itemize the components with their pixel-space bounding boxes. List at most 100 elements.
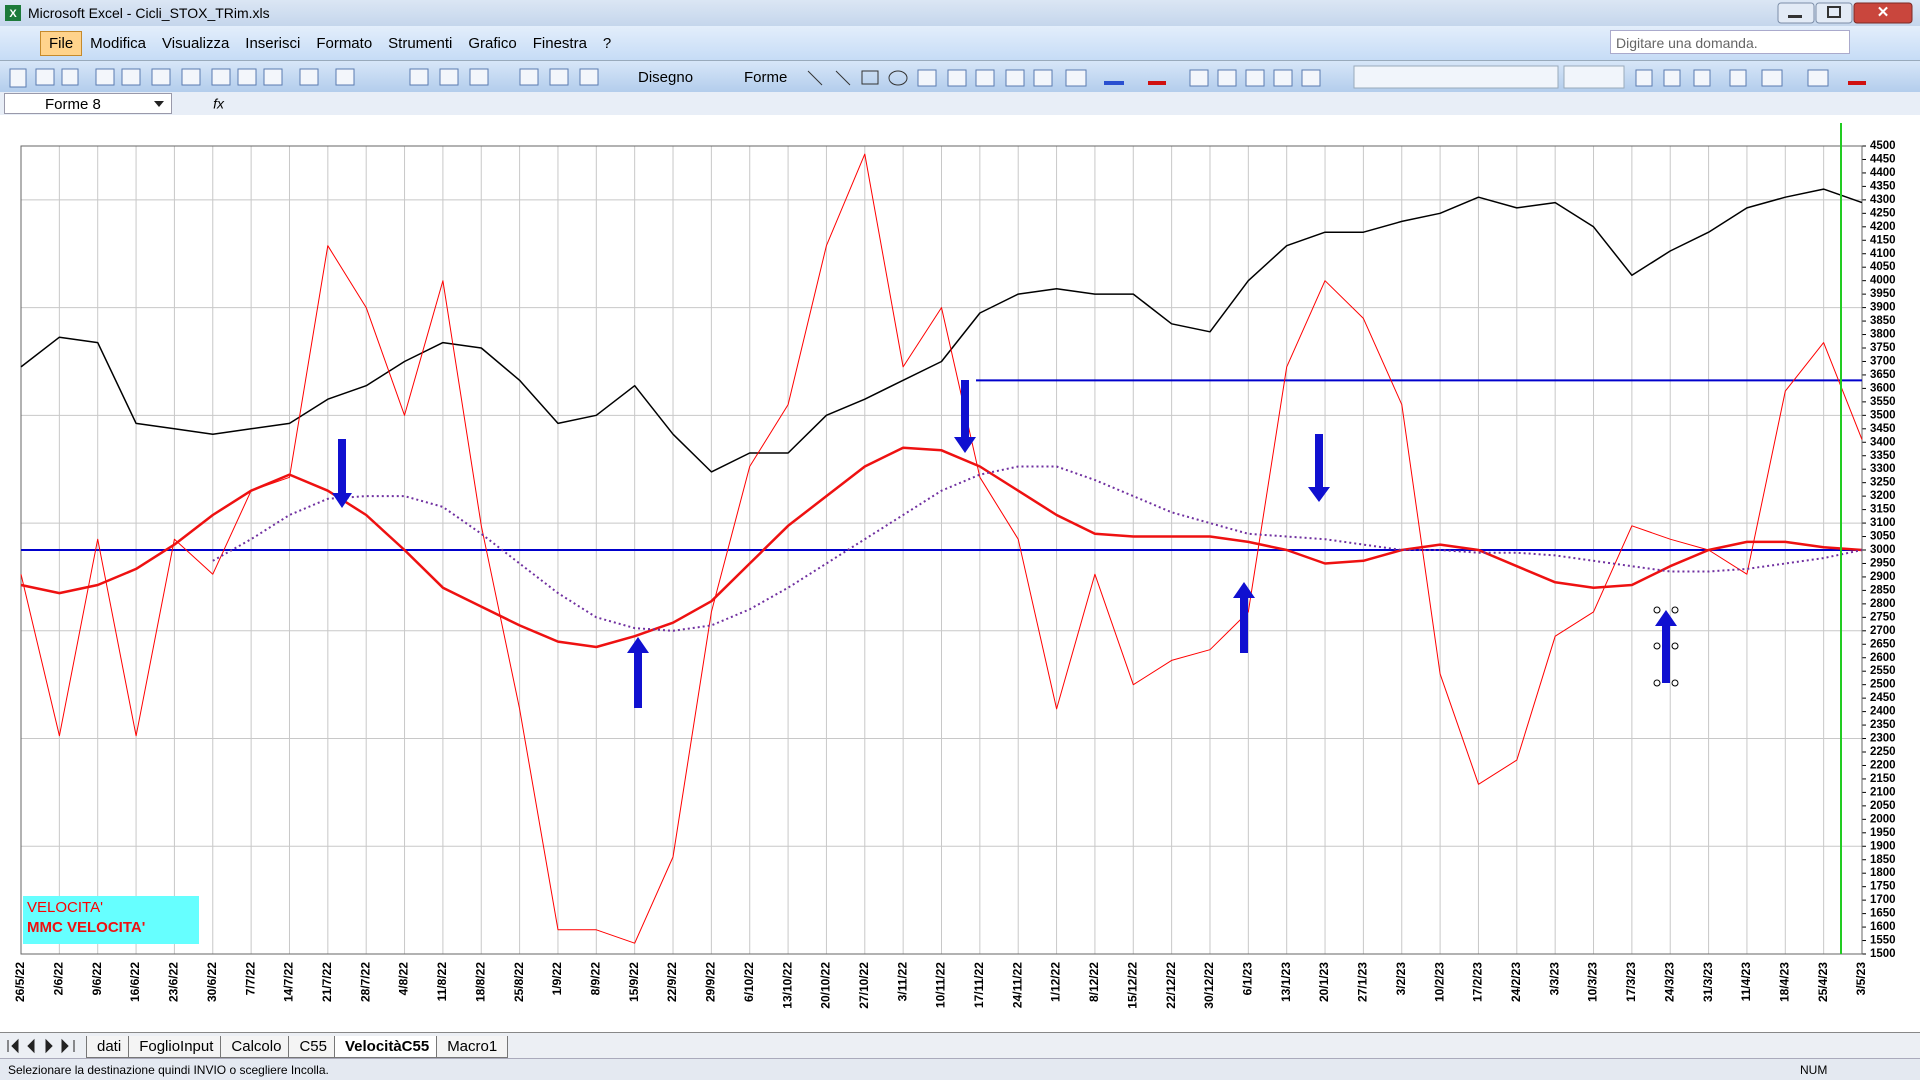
arrow-up[interactable] bbox=[1233, 582, 1255, 653]
y-tick-label: 1950 bbox=[1870, 827, 1896, 839]
menu-item[interactable]: Formato bbox=[316, 34, 373, 52]
y-tick-label: 2800 bbox=[1870, 598, 1896, 610]
tab-scroll[interactable] bbox=[4, 1036, 84, 1056]
format-icons[interactable] bbox=[1635, 69, 1866, 87]
sheet-tab[interactable]: dati bbox=[86, 1036, 133, 1058]
series-line bbox=[212, 465, 1863, 632]
plot-area: 26/5/22 2/6/22 9/6/22 16/6/22 23/6/22 30/6/22… bbox=[13, 140, 1895, 1009]
x-tick-label: 11/8/22 bbox=[435, 962, 449, 1002]
x-tick-label: 3/2/23 bbox=[1394, 962, 1408, 996]
arrow-down[interactable] bbox=[1308, 434, 1330, 502]
menu-item[interactable]: ? bbox=[602, 34, 612, 52]
menu-bar: File Modifica Visualizza Inserisci Formato St… bbox=[0, 26, 1920, 60]
legend-entry: VELOCITA' bbox=[27, 899, 103, 916]
maximize-button[interactable] bbox=[1815, 2, 1853, 24]
x-tick-label: 18/8/22 bbox=[473, 962, 487, 1002]
draw-menu[interactable]: Disegno bbox=[638, 69, 693, 86]
toolbar-icons: Disegno Forme bbox=[9, 65, 1866, 89]
y-tick-label: 4100 bbox=[1870, 248, 1896, 260]
sheet-tab[interactable]: FoglioInput bbox=[128, 1036, 225, 1058]
font-box[interactable] bbox=[1353, 65, 1559, 89]
y-tick-label: 2650 bbox=[1870, 638, 1896, 650]
y-tick-label: 2600 bbox=[1870, 652, 1896, 664]
x-tick-label: 8/9/22 bbox=[588, 962, 602, 996]
svg-text:✕: ✕ bbox=[1877, 4, 1890, 21]
y-tick-label: 2000 bbox=[1870, 813, 1896, 825]
sheet-tab[interactable]: VelocitàC55 bbox=[333, 1036, 441, 1058]
x-tick-label: 22/12/22 bbox=[1164, 962, 1178, 1009]
y-tick-label: 1650 bbox=[1870, 908, 1896, 920]
x-tick-label: 27/1/23 bbox=[1356, 962, 1370, 1002]
y-tick-label: 3900 bbox=[1870, 302, 1896, 314]
annotation-arrows[interactable] bbox=[332, 380, 1677, 708]
y-tick-label: 1600 bbox=[1870, 921, 1896, 933]
x-tick-label: 28/7/22 bbox=[358, 962, 372, 1002]
y-tick-label: 3500 bbox=[1870, 409, 1896, 421]
y-tick-label: 2100 bbox=[1870, 786, 1896, 798]
menu-item[interactable]: File bbox=[40, 30, 83, 56]
y-tick-label: 3650 bbox=[1870, 369, 1896, 381]
y-tick-label: 4400 bbox=[1870, 167, 1896, 179]
y-tick-label: 3850 bbox=[1870, 315, 1896, 327]
y-tick-label: 2850 bbox=[1870, 584, 1896, 596]
menu-item[interactable]: Strumenti bbox=[388, 34, 453, 52]
x-tick-label: 20/1/23 bbox=[1317, 962, 1331, 1002]
help-search-box[interactable]: Digitare una domanda. bbox=[1610, 30, 1850, 54]
y-tick-label: 1700 bbox=[1870, 894, 1896, 906]
standard-icons[interactable] bbox=[9, 68, 599, 88]
arrow-down[interactable] bbox=[954, 380, 976, 453]
drawing-icons[interactable] bbox=[807, 69, 1321, 87]
y-tick-label: 2200 bbox=[1870, 759, 1896, 771]
menu-item[interactable]: Grafico bbox=[468, 34, 517, 52]
menu-item[interactable]: Modifica bbox=[90, 34, 147, 52]
x-tick-label: 9/6/22 bbox=[90, 962, 104, 996]
x-tick-label: 14/7/22 bbox=[282, 962, 296, 1002]
num-lock: NUM bbox=[1800, 1063, 1828, 1077]
y-tick-label: 3300 bbox=[1870, 463, 1896, 475]
y-tick-label: 2450 bbox=[1870, 692, 1896, 704]
y-tick-label: 3050 bbox=[1870, 531, 1896, 543]
menu-item[interactable]: Inserisci bbox=[245, 34, 301, 52]
x-tick-label: 21/7/22 bbox=[320, 962, 334, 1002]
y-tick-label: 3100 bbox=[1870, 517, 1896, 529]
x-tick-label: 4/8/22 bbox=[397, 962, 411, 996]
svg-text:fx: fx bbox=[213, 96, 225, 112]
app-icon: X bbox=[5, 5, 21, 21]
series-line bbox=[20, 153, 1863, 944]
toolbar: Disegno Forme bbox=[0, 60, 1920, 92]
arrow-down[interactable] bbox=[332, 439, 352, 508]
x-tick-label: 3/5/23 bbox=[1854, 962, 1868, 996]
y-tick-label: 3750 bbox=[1870, 342, 1896, 354]
menu-item[interactable]: Finestra bbox=[532, 34, 587, 52]
x-tick-label: 27/10/22 bbox=[857, 962, 871, 1009]
minimize-button[interactable] bbox=[1777, 2, 1815, 24]
name-box-controls: fx bbox=[154, 96, 225, 112]
y-tick-label: 4050 bbox=[1870, 261, 1896, 273]
sheet-tab[interactable]: C55 bbox=[288, 1036, 338, 1058]
x-tick-label: 6/10/22 bbox=[742, 962, 756, 1002]
legend-entry: MMC VELOCITA' bbox=[27, 919, 145, 936]
size-box[interactable] bbox=[1563, 65, 1625, 89]
y-tick-label: 1900 bbox=[1870, 840, 1896, 852]
close-button[interactable] bbox=[1853, 2, 1913, 24]
selection-handles[interactable] bbox=[1653, 606, 1679, 687]
x-tick-label: 7/7/22 bbox=[243, 962, 257, 996]
sheet-tab[interactable]: Calcolo bbox=[220, 1036, 293, 1058]
status-bar: Selezionare la destinazione quindi INVIO… bbox=[0, 1058, 1920, 1080]
x-tick-label: 17/2/23 bbox=[1471, 962, 1485, 1002]
x-tick-label: 13/1/23 bbox=[1279, 962, 1293, 1002]
x-tick-label: 3/11/22 bbox=[895, 962, 909, 1002]
sheet-tabs: dati FoglioInput Calcolo C55 VelocitàC55 Macr… bbox=[0, 1032, 1920, 1058]
x-tick-label: 10/11/22 bbox=[934, 962, 948, 1008]
shapes-menu[interactable]: Forme bbox=[744, 69, 787, 86]
name-box[interactable]: Forme 8 bbox=[4, 93, 172, 114]
x-tick-label: 25/4/23 bbox=[1816, 962, 1830, 1002]
y-tick-label: 3150 bbox=[1870, 504, 1896, 516]
arrow-up[interactable] bbox=[1655, 610, 1677, 683]
sheet-tab[interactable]: Macro1 bbox=[436, 1036, 509, 1058]
y-tick-label: 3450 bbox=[1870, 423, 1896, 435]
arrow-up[interactable] bbox=[627, 637, 649, 708]
menu-item[interactable]: Visualizza bbox=[162, 34, 230, 52]
y-tick-label: 2950 bbox=[1870, 557, 1896, 569]
